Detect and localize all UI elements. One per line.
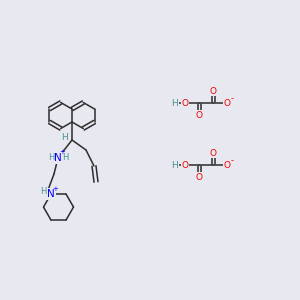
Text: O: O xyxy=(182,98,188,107)
Text: N: N xyxy=(54,153,62,163)
Text: O: O xyxy=(224,160,230,169)
Text: O: O xyxy=(196,110,202,119)
Text: H: H xyxy=(62,152,68,161)
Text: H: H xyxy=(61,133,68,142)
Text: O: O xyxy=(182,160,188,169)
Text: O: O xyxy=(209,86,217,95)
Text: H: H xyxy=(48,152,54,161)
Text: H: H xyxy=(172,160,178,169)
Text: N: N xyxy=(47,189,55,199)
Text: +: + xyxy=(59,149,65,155)
Text: -: - xyxy=(230,157,233,166)
Text: H: H xyxy=(172,98,178,107)
Text: H: H xyxy=(40,188,46,196)
Text: O: O xyxy=(196,172,202,182)
Text: -: - xyxy=(230,94,233,103)
Text: +: + xyxy=(52,186,58,192)
Text: O: O xyxy=(224,98,230,107)
Text: O: O xyxy=(209,148,217,158)
